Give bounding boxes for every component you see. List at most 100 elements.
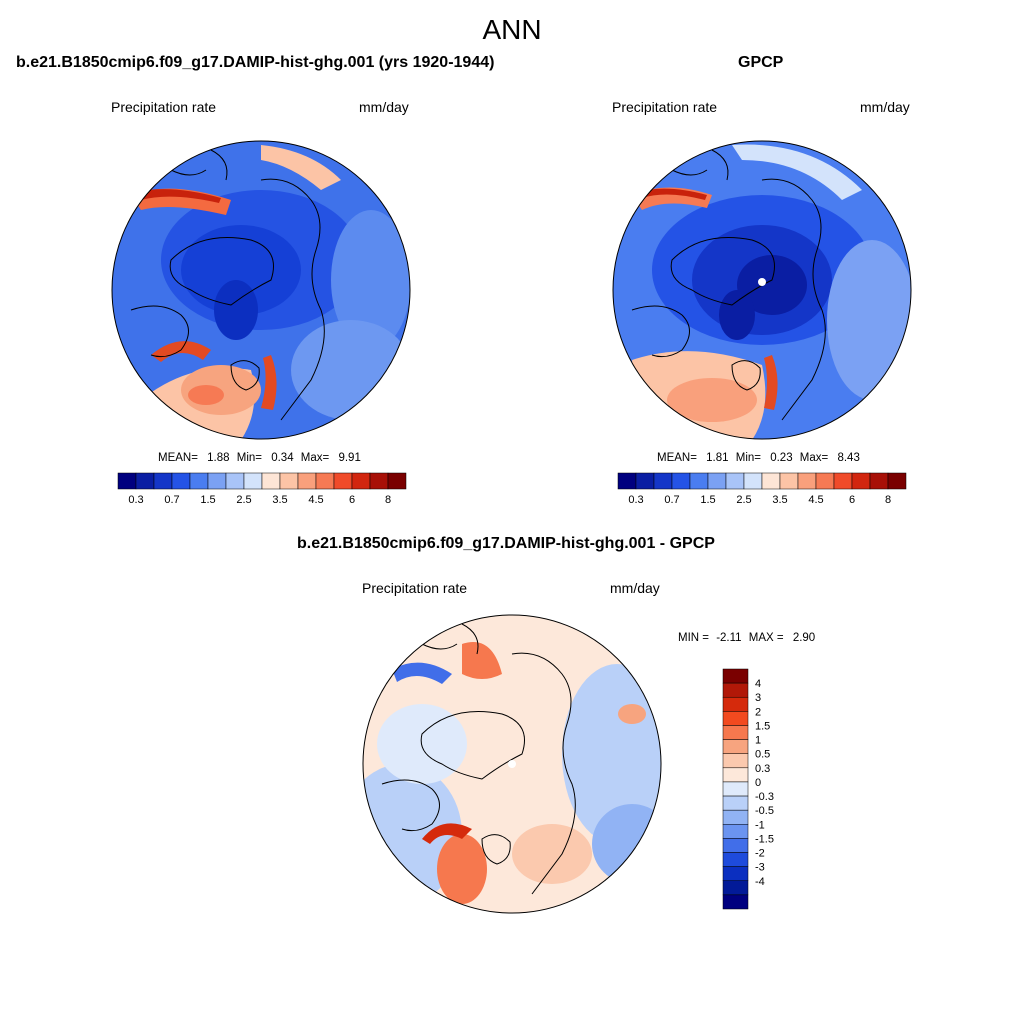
obs-colorbar-swatch <box>689 472 709 490</box>
obs-colorbar-tick-label: 0.7 <box>664 494 679 506</box>
diff-colorbar-tick-label: 1.5 <box>755 720 770 732</box>
diff-colorbar-tick-label: 0.5 <box>755 749 770 761</box>
diff-colorbar-swatch <box>722 682 749 698</box>
model-min-label: Min= <box>236 452 262 464</box>
obs-panel-title: GPCP <box>738 54 784 71</box>
obs-colorbar-swatch <box>635 472 655 490</box>
diff-colorbar-swatch <box>722 767 749 783</box>
obs-colorbar-tick-label: 2.5 <box>736 494 751 506</box>
diff-colorbar-tick-label: 2 <box>755 706 761 718</box>
diff-colorbar: 4 3 2 1.5 1 0.5 0.3 0 -0.3 -0.5 -1 -1.5 -2 -3 -4 <box>722 668 774 910</box>
obs-colorbar-tick-label: 1.5 <box>700 494 715 506</box>
model-colorbar-swatch <box>153 472 173 490</box>
model-colorbar-swatch <box>369 472 389 490</box>
diff-max-value: 2.90 <box>792 632 816 644</box>
model-panel-title: b.e21.B1850cmip6.f09_g17.DAMIP-hist-ghg.… <box>16 54 495 71</box>
diff-units-label: mm/day <box>610 580 660 596</box>
diff-colorbar-swatch <box>722 809 749 825</box>
model-max-value: 9.91 <box>338 452 361 464</box>
diff-variable-label: Precipitation rate <box>362 580 468 596</box>
obs-variable-label: Precipitation rate <box>612 99 718 115</box>
model-colorbar-swatch <box>351 472 371 490</box>
diff-colorbar-tick-label: 0.3 <box>755 763 770 775</box>
diff-colorbar-swatch <box>722 795 749 811</box>
obs-colorbar-swatch <box>617 472 637 490</box>
model-colorbar-swatch <box>279 472 299 490</box>
model-stats: MEAN= 1.88 Min= 0.34 Max= 9.91 <box>158 452 361 464</box>
obs-mean-value: 1.81 <box>706 452 729 464</box>
model-colorbar-swatch <box>297 472 317 490</box>
model-polar-map <box>111 140 411 440</box>
obs-max-value: 8.43 <box>837 452 860 464</box>
obs-colorbar-swatch <box>887 472 907 490</box>
obs-colorbar-swatch <box>815 472 835 490</box>
model-variable-label: Precipitation rate <box>111 99 217 115</box>
diff-colorbar-swatch <box>722 739 749 754</box>
diff-colorbar-tick-label: -4 <box>755 876 765 888</box>
model-colorbar-tick-label: 3.5 <box>272 494 287 506</box>
diff-colorbar-swatch <box>722 894 749 910</box>
obs-min-value: 0.23 <box>770 452 793 464</box>
obs-colorbar-tick-label: 0.3 <box>628 494 643 506</box>
obs-colorbar-swatch <box>707 472 727 490</box>
model-units-label: mm/day <box>359 99 409 115</box>
obs-colorbar-swatch <box>653 472 673 490</box>
diff-min-label: MIN = <box>678 632 709 644</box>
obs-colorbar-tick-label: 6 <box>849 494 855 506</box>
diff-polar-map <box>362 614 662 914</box>
diff-colorbar-swatch <box>722 838 749 853</box>
diff-colorbar-tick-label: 4 <box>755 678 761 690</box>
model-colorbar: 0.3 0.7 1.5 2.5 3.5 4.5 6 8 <box>117 472 407 506</box>
diff-colorbar-tick-label: -3 <box>755 862 765 874</box>
model-colorbar-swatch <box>387 472 407 490</box>
obs-stats: MEAN= 1.81 Min= 0.23 Max= 8.43 <box>657 452 860 464</box>
diff-colorbar-tick-label: 3 <box>755 692 761 704</box>
model-colorbar-tick-label: 0.7 <box>164 494 179 506</box>
obs-max-label: Max= <box>799 452 829 464</box>
diff-colorbar-swatch <box>722 880 749 896</box>
model-colorbar-swatch <box>171 472 191 490</box>
model-mean-value: 1.88 <box>207 452 230 464</box>
diff-panel-title: b.e21.B1850cmip6.f09_g17.DAMIP-hist-ghg.… <box>297 535 715 552</box>
diff-colorbar-swatch <box>722 696 749 712</box>
diff-colorbar-tick-label: -2 <box>755 848 765 860</box>
model-colorbar-tick-label: 0.3 <box>128 494 143 506</box>
obs-mean-label: MEAN= <box>657 452 697 464</box>
model-colorbar-tick-label: 6 <box>349 494 355 506</box>
diff-colorbar-swatch <box>722 866 749 882</box>
obs-units-label: mm/day <box>860 99 910 115</box>
model-colorbar-swatch <box>315 472 335 490</box>
obs-colorbar-swatch <box>743 472 763 490</box>
diff-colorbar-swatch <box>722 668 749 684</box>
diff-colorbar-swatch <box>722 753 749 769</box>
figure-title: ANN <box>482 14 542 45</box>
diff-colorbar-tick-label: 1 <box>755 735 761 747</box>
diff-colorbar-tick-label: -1 <box>755 819 765 831</box>
model-colorbar-swatch <box>207 472 227 490</box>
obs-colorbar-swatch <box>761 472 781 490</box>
obs-colorbar-tick-label: 3.5 <box>772 494 787 506</box>
diff-min-value: -2.11 <box>716 632 742 644</box>
diff-colorbar-swatch <box>722 781 749 797</box>
obs-colorbar-tick-label: 8 <box>885 494 891 506</box>
model-colorbar-swatch <box>261 472 281 490</box>
model-colorbar-tick-label: 8 <box>385 494 391 506</box>
diff-colorbar-swatch <box>722 725 749 740</box>
model-colorbar-swatch <box>333 472 353 490</box>
diff-colorbar-swatch <box>722 852 749 867</box>
model-max-label: Max= <box>300 452 330 464</box>
model-colorbar-tick-label: 2.5 <box>236 494 251 506</box>
diff-colorbar-tick-label: 0 <box>755 777 761 789</box>
model-colorbar-swatch <box>117 472 137 490</box>
obs-colorbar-swatch <box>851 472 871 490</box>
diff-colorbar-tick-label: -1.5 <box>755 833 774 845</box>
model-colorbar-tick-label: 1.5 <box>200 494 215 506</box>
obs-colorbar-swatch <box>833 472 853 490</box>
obs-min-label: Min= <box>735 452 761 464</box>
model-colorbar-swatch <box>225 472 245 490</box>
diff-colorbar-tick-label: -0.5 <box>755 805 774 817</box>
obs-colorbar-swatch <box>869 472 889 490</box>
diff-max-label: MAX = <box>748 632 784 644</box>
model-colorbar-tick-label: 4.5 <box>308 494 323 506</box>
model-colorbar-swatch <box>243 472 263 490</box>
